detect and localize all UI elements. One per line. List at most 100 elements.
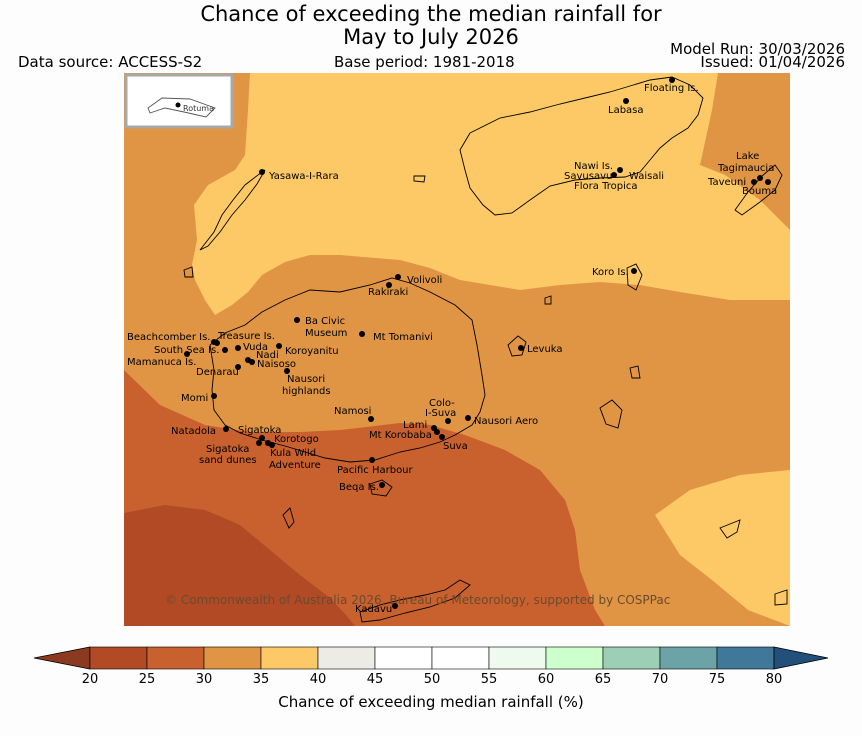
place-label: Adventure bbox=[269, 460, 321, 471]
taveuni-coast bbox=[734, 164, 783, 216]
zone-35-40 bbox=[655, 470, 790, 626]
place-label: Museum bbox=[305, 328, 347, 339]
colorbar-segment bbox=[89, 646, 148, 670]
ovalau-coast bbox=[507, 335, 527, 357]
gau-coast bbox=[599, 399, 623, 429]
colorbar-segment bbox=[146, 646, 205, 670]
colorbar-segment bbox=[317, 646, 376, 670]
colorbar-tick-label: 30 bbox=[195, 672, 213, 687]
place-label: Yasawa-I-Rara bbox=[268, 171, 339, 182]
place-label: Nausori bbox=[287, 374, 325, 385]
place-label: sand dunes bbox=[199, 455, 257, 466]
viti-levu-coast bbox=[209, 277, 486, 463]
issued-label: Issued: 01/04/2026 bbox=[700, 53, 845, 71]
colorbar bbox=[33, 646, 829, 670]
rotuma-inset: Rotuma bbox=[124, 73, 234, 129]
colorbar-segment bbox=[716, 646, 775, 670]
place-label: Sigatoka bbox=[238, 425, 281, 436]
place-label: Ba Civic bbox=[305, 316, 345, 327]
colorbar-tick-label: 70 bbox=[651, 672, 669, 687]
place-label: Tagimaucia bbox=[717, 163, 774, 174]
colorbar-segment bbox=[374, 646, 433, 670]
place-label: Labasa bbox=[608, 105, 644, 116]
place-label: Colo- bbox=[429, 398, 455, 409]
place-label: Treasure Is. bbox=[217, 331, 275, 342]
place-label: Mt Korobaba bbox=[369, 430, 432, 441]
islet bbox=[413, 175, 426, 183]
place-label: Mt Tomanivi bbox=[373, 332, 433, 343]
colorbar-under-arrow bbox=[33, 646, 91, 670]
place-label: Nadi bbox=[256, 350, 279, 361]
place-label: Savusavu bbox=[564, 171, 612, 182]
colorbar-segment bbox=[602, 646, 661, 670]
place-label: Momi bbox=[181, 393, 208, 404]
place-markers bbox=[184, 77, 771, 609]
place-label: Natadola bbox=[171, 426, 216, 437]
beqa-coast bbox=[369, 479, 393, 497]
colorbar-tick-label: 40 bbox=[309, 672, 327, 687]
title-line-1: Chance of exceeding the median rainfall … bbox=[200, 2, 662, 26]
islet bbox=[719, 519, 741, 539]
place-label: Nausori Aero bbox=[474, 416, 538, 427]
colorbar-tick-label: 65 bbox=[594, 672, 612, 687]
colorbar-segment bbox=[659, 646, 718, 670]
zone-35-40 bbox=[192, 73, 790, 315]
colorbar-segment bbox=[488, 646, 547, 670]
colorbar-segment bbox=[260, 646, 319, 670]
colorbar-tick-label: 80 bbox=[765, 672, 783, 687]
colorbar-tick-label: 75 bbox=[708, 672, 726, 687]
colorbar-segment bbox=[545, 646, 604, 670]
colorbar-tick-label: 25 bbox=[138, 672, 156, 687]
colorbar-title: Chance of exceeding median rainfall (%) bbox=[278, 693, 584, 711]
islet bbox=[774, 589, 788, 606]
place-label: Kadavu bbox=[355, 604, 392, 615]
title-line-2: May to July 2026 bbox=[343, 25, 519, 49]
coastlines bbox=[183, 76, 788, 623]
colorbar-segment bbox=[431, 646, 490, 670]
place-label: Kula Wild bbox=[270, 448, 316, 459]
islet bbox=[282, 507, 295, 529]
zone-20-25 bbox=[124, 505, 355, 626]
colorbar-tick-label: 55 bbox=[480, 672, 498, 687]
place-label: Rakiraki bbox=[368, 287, 408, 298]
place-label: Bouma bbox=[742, 186, 777, 197]
place-label: Flora Tropica bbox=[574, 181, 637, 192]
place-label: Korotogo bbox=[274, 434, 319, 445]
copyright-notice: © Commonwealth of Australia 2026, Bureau… bbox=[165, 593, 670, 607]
place-label: Denarau bbox=[196, 367, 239, 378]
base-period-label: Base period: 1981-2018 bbox=[334, 53, 515, 71]
place-label: Pacific Harbour bbox=[337, 465, 414, 476]
place-label: Koro Is. bbox=[592, 267, 629, 278]
colorbar-tick-label: 35 bbox=[252, 672, 270, 687]
place-label: Sigatoka bbox=[206, 444, 249, 455]
islet bbox=[629, 365, 641, 379]
place-label: Beachcomber Is. bbox=[127, 332, 210, 343]
islet bbox=[544, 295, 552, 305]
place-label: Lami bbox=[403, 420, 427, 431]
colorbar-tick-label: 20 bbox=[81, 672, 99, 687]
colorbar-tick-label: 60 bbox=[537, 672, 555, 687]
place-label: Suva bbox=[443, 441, 468, 452]
place-label: Nawi Is. bbox=[574, 161, 613, 172]
place-label: Beqa Is. bbox=[339, 482, 379, 493]
kadavu-coast bbox=[359, 579, 471, 623]
islet bbox=[183, 266, 194, 278]
colorbar-segment bbox=[203, 646, 262, 670]
place-label: Mamanuca Is. bbox=[127, 357, 196, 368]
inset-label: Rotuma bbox=[183, 104, 214, 113]
place-label: Taveuni bbox=[707, 177, 746, 188]
data-source-label: Data source: ACCESS-S2 bbox=[18, 53, 203, 71]
place-label: highlands bbox=[282, 386, 331, 397]
yasawa-coast bbox=[199, 169, 266, 251]
place-label: Koroyanitu bbox=[285, 346, 339, 357]
place-label: Levuka bbox=[527, 344, 563, 355]
place-label: Namosi bbox=[334, 406, 371, 417]
place-label: Naisoso bbox=[257, 359, 296, 370]
colorbar-over-arrow bbox=[773, 646, 829, 670]
place-label: Waisali bbox=[629, 171, 664, 182]
place-label: Lake bbox=[736, 151, 759, 162]
place-label: I-Suva bbox=[425, 408, 456, 419]
place-label: Floating Is. bbox=[644, 83, 699, 94]
vanua-levu-coast bbox=[459, 76, 704, 216]
